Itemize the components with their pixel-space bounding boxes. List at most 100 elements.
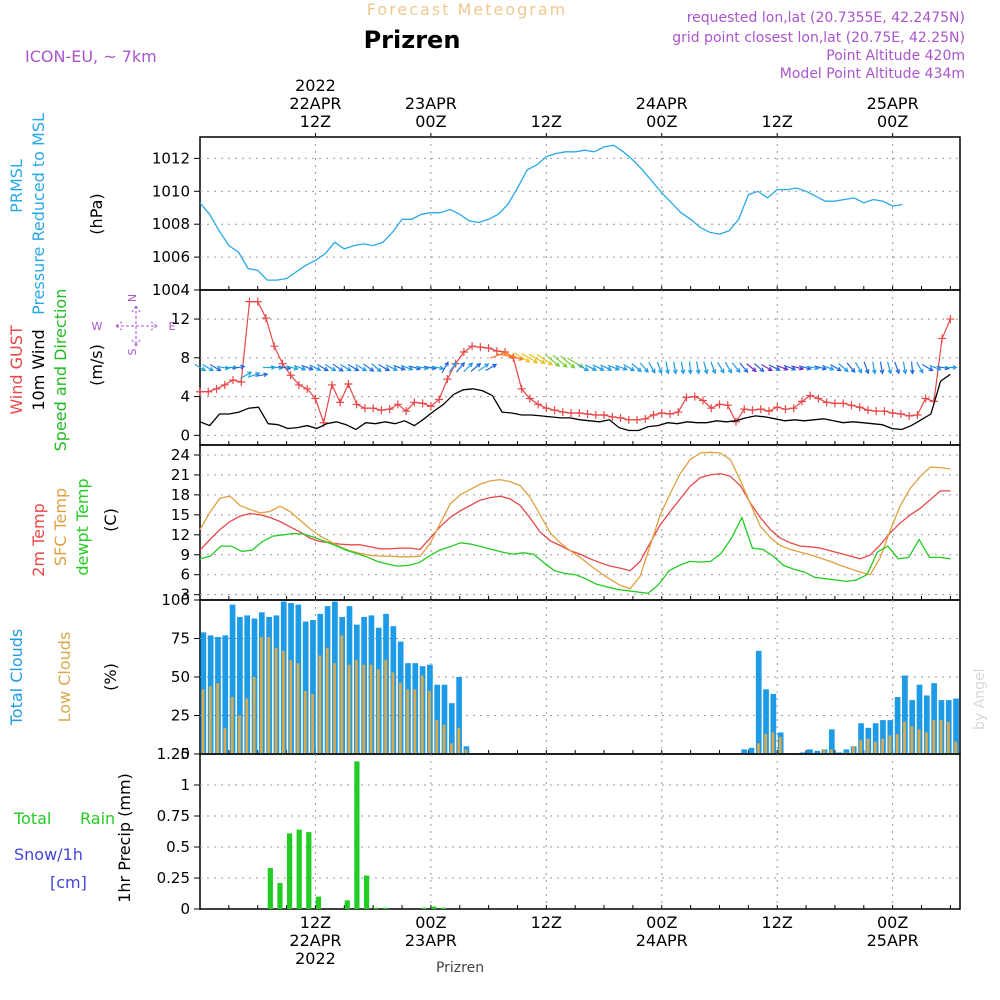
low-cloud-bar [201,689,205,754]
rain-bar [344,900,350,909]
gust-marker [699,396,708,405]
model-altitude: Model Point Altitude 434m [780,66,965,82]
gust-marker [649,410,658,419]
gust-marker [228,376,237,385]
y-tick-label: 15 [171,506,190,524]
pressure-line [199,144,903,281]
wind-arrow-shaft [536,353,553,366]
wind-arrow-head [476,362,482,368]
bottom-time-label: 23APR [405,931,457,950]
wind-arrow-shaft [902,361,907,374]
bottom-time-label: 12Z [531,913,562,932]
wind-arrow-shaft [830,363,842,372]
point-altitude: Point Altitude 420m [826,48,965,64]
wind-arrow-head [936,366,942,371]
wind-arrow [456,361,465,373]
gust-marker [847,401,856,410]
wind-arrow [400,364,414,371]
wind-arrow-shaft [607,364,620,371]
low-cloud-bar [764,733,768,754]
wind-arrow [441,361,449,373]
compass-west: W [92,320,103,333]
wind-arrow-shaft [240,371,252,379]
low-cloud-bar [216,683,219,754]
gust-marker [789,404,798,413]
low-cloud-bar [376,669,380,754]
wind-arrow-head [759,367,765,373]
low-cloud-bar [362,664,366,754]
bottom-time-label: 12Z [762,913,793,932]
wind-arrow-shaft [285,365,298,370]
low-cloud-bar [340,635,344,754]
wind-arrow-head [354,366,360,372]
wind-arrow [814,365,828,371]
wind-arrow-head [452,361,457,367]
wind-arrow-shaft [656,361,663,374]
gust-marker [748,406,757,415]
gust-marker [616,413,625,422]
total-cloud-bar [244,615,251,754]
wind-arrow-shaft [929,364,941,371]
low-cloud-bar [830,749,833,754]
low-cloud-bar [954,741,958,754]
wind-arrow [378,363,391,372]
gust-marker [435,395,444,404]
wind-arrow-shaft [886,361,892,374]
low-cloud-bar [347,664,351,754]
panel-clouds: 0 25 50 75 100 Total Clouds Low Clouds (%) [7,591,961,763]
wind-arrow-head [338,367,344,372]
gust-marker [534,400,543,409]
wind-arrow [560,355,576,369]
gust-marker [468,342,477,351]
low-cloud-bar [859,740,863,754]
wind-arrow-head [944,365,950,371]
wind-arrow [916,362,924,374]
low-cloud-bar [296,663,300,754]
low-cloud-bar [910,726,914,754]
top-time-label: 00Z [415,112,446,131]
wind-arrow-shaft [216,365,229,370]
total-cloud-bar [448,703,455,754]
wind-arrow-head [323,366,329,372]
gust-marker [863,406,872,415]
footer-location: Prizren [436,960,484,976]
wind-arrow-shaft [521,353,538,364]
panel-wind: 0 4 8 12 Wind GUST 10m Wind Speed and Directio… [7,289,961,451]
rain-bar [373,907,379,909]
credit-watermark: by Angel [972,669,988,730]
wind-arrow-shaft [431,365,444,370]
y-tick-label: 21 [171,466,190,484]
wind-arrow [544,354,561,367]
y-tick-label: 1 [180,776,190,794]
wind-arrow-head [850,368,856,374]
top-time-label: 22APR [289,94,341,113]
total-cloud-bar [755,650,762,754]
total-clouds-label: Total Clouds [7,629,26,727]
wind-arrow-shaft [478,363,489,372]
wind-arrow-head [836,366,842,372]
low-cloud-bar [252,677,256,754]
y-tick-label: 9 [180,546,190,564]
total-cloud-bar [799,752,806,754]
wind-arrow [687,361,693,375]
total-cloud-bar [748,747,755,754]
low-cloud-bar [208,686,212,754]
wind-arrow-head [629,366,636,372]
wind-arrow-shaft [806,365,819,370]
total-cloud-bar [770,693,777,754]
wind-arrow-head [751,367,757,373]
gust-marker [723,401,732,410]
gust-marker [773,403,782,412]
wind-arrow [216,365,231,371]
wind-arrow-head [651,368,656,374]
wind-arrow-shaft [339,363,351,372]
low-cloud-bar [289,660,293,754]
low-cloud-bar [281,650,285,754]
wind-arrow-shaft [416,365,429,370]
gust-marker [921,394,930,403]
total-cloud-bar [953,698,959,754]
wind-arrow [393,364,406,371]
wind-arrow [232,364,246,370]
wind-arrow [592,364,605,371]
